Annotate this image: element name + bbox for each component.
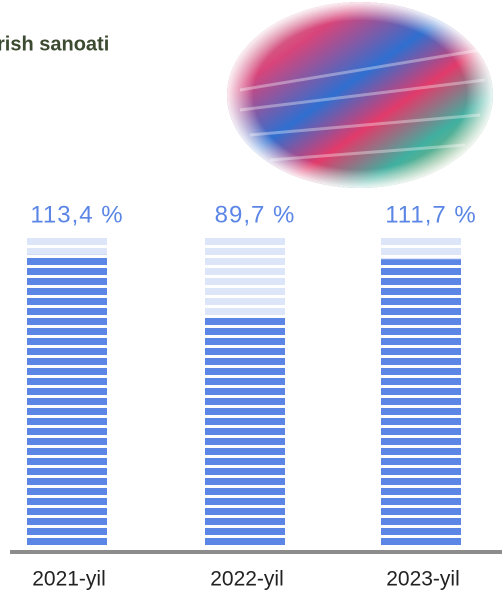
bar [381,259,461,545]
bar [205,315,285,545]
x-tick-label: 2021-yil [32,568,106,591]
x-tick-label: 2022-yil [210,568,284,591]
value-label: 113,4 % [30,201,123,228]
chart-title: rish sanoati [0,33,109,55]
value-label: 111,7 % [385,201,477,228]
bar [27,254,107,545]
x-tick-label: 2023-yil [386,568,460,591]
value-label: 89,7 % [215,201,296,228]
photo [227,2,493,188]
